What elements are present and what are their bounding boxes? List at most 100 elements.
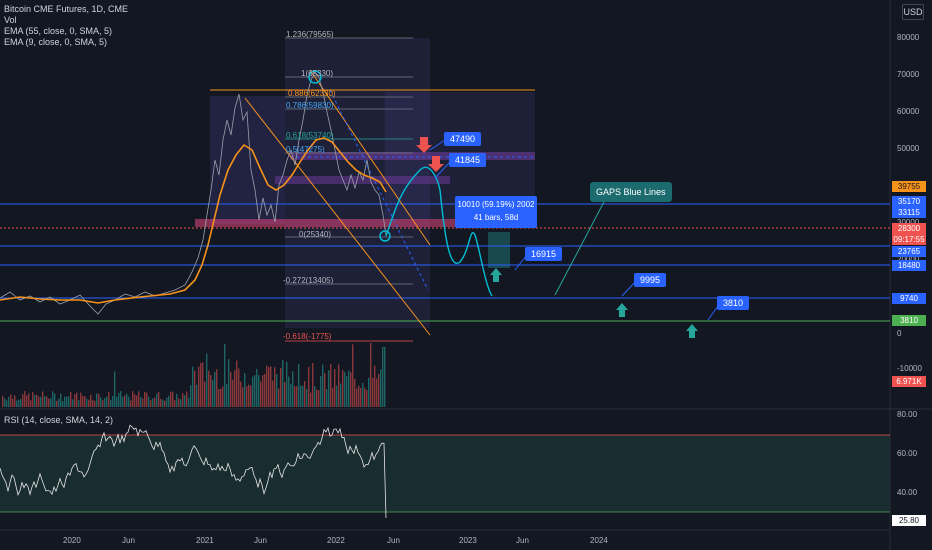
volume-bar	[44, 396, 46, 407]
volume-bar	[378, 373, 380, 407]
volume-bar	[284, 382, 286, 407]
callout-3810[interactable]: 3810	[717, 296, 750, 310]
vol-legend[interactable]: Vol	[4, 15, 17, 25]
volume-bar	[312, 363, 314, 407]
volume-bar	[212, 379, 214, 407]
volume-bar	[100, 397, 102, 407]
volume-bar	[144, 391, 146, 407]
time-tick: Jun	[254, 536, 267, 545]
rsi-tick: 40.00	[897, 488, 918, 497]
volume-bar	[118, 393, 120, 407]
price-tick: 50000	[897, 144, 920, 153]
volume-bar	[318, 390, 320, 407]
volume-bar	[92, 399, 94, 407]
channel-mid[interactable]	[329, 89, 429, 291]
rsi-line[interactable]	[0, 424, 387, 519]
currency-button[interactable]: USD	[902, 4, 924, 20]
measure-box[interactable]	[488, 232, 510, 268]
volume-bar	[358, 385, 360, 407]
volume-bar	[172, 391, 174, 407]
volume-bar	[274, 367, 276, 407]
volume-bar	[282, 360, 284, 407]
rsi-tick: 80.00	[897, 410, 918, 419]
volume-bar	[4, 398, 6, 407]
volume-bar	[14, 395, 16, 407]
volume-bar	[98, 393, 100, 407]
callout-41845[interactable]: 41845	[449, 153, 487, 167]
projection-path[interactable]	[385, 166, 493, 297]
volume-bar	[60, 393, 62, 407]
volume-bar	[198, 366, 200, 407]
volume-bar	[170, 392, 172, 407]
volume-bars[interactable]	[2, 342, 386, 407]
volume-bar	[30, 400, 32, 407]
volume-bar	[80, 392, 82, 407]
price-tick: 80000	[897, 33, 920, 42]
volume-bar	[38, 396, 40, 407]
volume-bar	[330, 363, 332, 407]
volume-bar	[116, 396, 118, 407]
price-tick: 30000	[897, 218, 919, 227]
volume-bar	[132, 391, 134, 407]
volume-bar	[224, 343, 226, 407]
volume-bar	[26, 395, 28, 407]
time-tick: 2021	[196, 536, 214, 545]
volume-bar	[70, 392, 72, 407]
volume-bar	[140, 397, 142, 407]
zone-support[interactable]	[195, 219, 460, 227]
volume-bar	[142, 398, 144, 407]
volume-bar	[86, 398, 88, 407]
volume-bar	[354, 378, 356, 407]
time-tick: Jun	[516, 536, 529, 545]
up-arrow-icon	[490, 268, 502, 282]
volume-bar	[200, 363, 202, 407]
volume-bar	[102, 400, 104, 407]
callout-9995[interactable]: 9995	[634, 273, 667, 287]
volume-tag: 6.971K	[892, 376, 926, 387]
zone-47490[interactable]	[290, 152, 535, 160]
volume-bar	[316, 389, 318, 407]
volume-bar	[278, 388, 280, 407]
rsi-legend[interactable]: RSI (14, close, SMA, 14, 2)	[4, 415, 114, 425]
channel-upper[interactable]	[309, 69, 431, 246]
ema55-legend[interactable]: EMA (55, close, 0, SMA, 5)	[4, 26, 113, 36]
fib-lines[interactable]	[285, 37, 413, 342]
price-tag-3810: 3810	[892, 315, 926, 326]
volume-bar	[46, 396, 48, 407]
rsi-band	[0, 435, 890, 512]
callout-16915[interactable]: 16915	[525, 247, 563, 261]
volume-bar	[162, 399, 164, 407]
volume-bar	[150, 400, 152, 407]
zone-41845[interactable]	[275, 176, 450, 184]
volume-bar	[194, 370, 196, 407]
volume-bar	[10, 394, 12, 407]
callout-47490[interactable]: 47490	[444, 132, 482, 146]
volume-bar	[134, 394, 136, 407]
volume-bar	[106, 396, 108, 407]
volume-bar	[304, 381, 306, 407]
volume-bar	[356, 388, 358, 407]
volume-bar	[374, 365, 376, 407]
volume-bar	[262, 375, 264, 407]
volume-bar	[292, 371, 294, 407]
volume-bar	[136, 395, 138, 407]
symbol-title[interactable]: Bitcoin CME Futures, 1D, CME	[4, 4, 129, 14]
ema-55-line[interactable]	[0, 137, 387, 304]
volume-bar	[138, 391, 140, 407]
volume-bar	[222, 386, 224, 407]
up-arrow-icon	[686, 324, 698, 338]
channel-lower[interactable]	[244, 97, 431, 336]
volume-bar	[50, 398, 52, 407]
volume-bar	[192, 366, 194, 407]
volume-bar	[68, 396, 70, 407]
callout-gaps[interactable]: GAPS Blue Lines	[590, 182, 672, 202]
ema9-legend[interactable]: EMA (9, close, 0, SMA, 5)	[4, 37, 108, 47]
price-series[interactable]	[0, 71, 387, 315]
volume-bar	[380, 369, 382, 407]
volume-bar	[112, 396, 114, 407]
measure-callout[interactable]: 10010 (59.19%) 2002 41 bars, 58d	[455, 196, 537, 228]
volume-bar	[288, 376, 290, 407]
volume-bar	[32, 392, 34, 407]
down-arrow-icon	[428, 156, 444, 172]
